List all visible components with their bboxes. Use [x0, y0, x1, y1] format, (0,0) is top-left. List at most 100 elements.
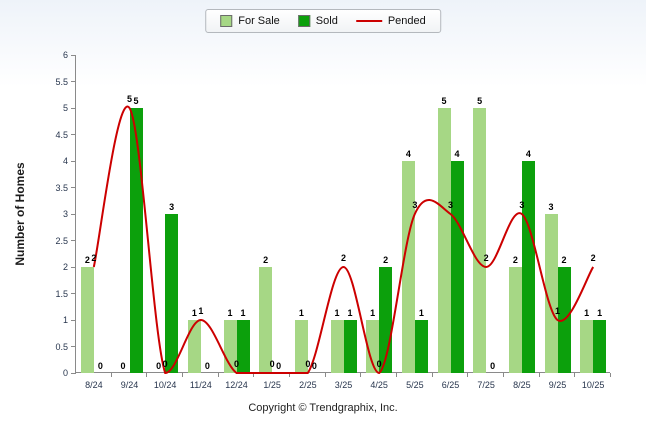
label-sold: 2 — [383, 255, 389, 265]
y-tick-label: 4 — [62, 156, 68, 166]
label-sold: 1 — [240, 308, 246, 318]
label-for-sale: 4 — [405, 149, 411, 159]
label-sold: 2 — [561, 255, 567, 265]
x-tick-label: 8/24 — [85, 380, 103, 390]
label-sold: 4 — [454, 149, 460, 159]
label-for-sale: 3 — [548, 202, 554, 212]
x-tick — [325, 373, 326, 377]
y-tick — [71, 213, 76, 215]
x-tick-label: 4/25 — [370, 380, 388, 390]
label-for-sale: 5 — [441, 96, 447, 106]
x-tick — [467, 373, 468, 377]
x-tick-label: 3/25 — [334, 380, 353, 390]
label-pended: 2 — [91, 253, 97, 263]
label-for-sale: 2 — [512, 255, 518, 265]
label-for-sale: 1 — [298, 308, 304, 318]
x-tick-label: 9/25 — [548, 380, 567, 390]
bar-sold — [414, 320, 428, 373]
bar-sold — [557, 267, 571, 373]
label-sold: 4 — [525, 149, 531, 159]
label-sold: 5 — [133, 96, 139, 106]
y-tick — [71, 319, 76, 321]
label-pended: 1 — [554, 306, 560, 316]
chart: Number of Homes 6 5.5 5 4.5 4 3.5 3 2.5 2 1.5 1 0.5… — [13, 50, 611, 390]
x-tick — [574, 373, 575, 377]
label-pended: 3 — [447, 200, 453, 210]
bar-sold — [165, 214, 179, 373]
label-for-sale: 2 — [84, 255, 90, 265]
label-pended: 0 — [162, 359, 168, 369]
label-pended: 2 — [340, 253, 346, 263]
bar-for-sale — [401, 161, 415, 373]
pended-line-swatch-icon — [355, 20, 382, 22]
label-for-sale: 1 — [370, 308, 376, 318]
legend-item-for-sale: For Sale — [220, 15, 280, 27]
bar-sold — [343, 320, 357, 373]
copyright-text: Copyright © Trendgraphix, Inc. — [248, 402, 398, 414]
x-tick-label: 7/25 — [477, 380, 495, 390]
y-tick-label: 2.5 — [55, 235, 68, 246]
y-tick-label: 5 — [62, 103, 68, 113]
label-sold: 1 — [418, 308, 424, 318]
x-tick — [289, 373, 290, 377]
y-tick-label: 0.5 — [55, 341, 68, 352]
y-tick — [71, 372, 76, 374]
bar-sold — [450, 161, 464, 373]
bar-for-sale — [330, 320, 344, 373]
x-tick-label: 11/24 — [189, 380, 212, 390]
label-sold: 3 — [169, 202, 175, 212]
bar-sold — [593, 320, 607, 373]
x-tick — [432, 373, 433, 377]
bar-for-sale — [508, 267, 522, 373]
bar-for-sale — [580, 320, 594, 373]
y-tick-label: 4.5 — [55, 129, 68, 140]
bar-for-sale — [473, 108, 487, 373]
y-tick-label: 1 — [62, 315, 68, 325]
label-pended: 5 — [126, 94, 132, 104]
legend-label-for-sale: For Sale — [238, 15, 280, 27]
label-sold: 0 — [204, 361, 210, 371]
x-tick — [218, 373, 219, 377]
x-tick-label: 1/25 — [263, 380, 281, 390]
label-pended: 0 — [376, 359, 382, 369]
label-pended: 3 — [519, 200, 525, 210]
label-sold: 1 — [347, 308, 353, 318]
label-pended: 0 — [233, 359, 239, 369]
label-pended: 0 — [269, 359, 275, 369]
legend-label-sold: Sold — [315, 15, 338, 27]
y-tick-label: 0 — [62, 368, 68, 378]
bar-sold — [379, 267, 393, 373]
x-tick — [111, 373, 112, 377]
y-tick — [71, 266, 76, 268]
label-pended: 3 — [412, 200, 418, 210]
legend: For Sale Sold Pended — [205, 9, 441, 33]
x-tick-label: 10/25 — [581, 380, 605, 390]
for-sale-swatch-icon — [220, 15, 233, 27]
x-tick — [253, 373, 254, 377]
y-tick — [71, 81, 76, 82]
y-tick — [71, 240, 76, 241]
y-axis-title: Number of Homes — [13, 162, 27, 266]
label-sold: 0 — [97, 361, 103, 371]
label-for-sale: 2 — [263, 255, 269, 265]
label-pended: 2 — [590, 253, 596, 263]
label-sold: 0 — [490, 361, 496, 371]
legend-item-sold: Sold — [297, 15, 338, 27]
x-tick — [182, 373, 183, 377]
bar-for-sale — [80, 267, 94, 373]
legend-item-pended: Pended — [355, 15, 426, 27]
y-tick — [71, 107, 76, 109]
label-for-sale: 5 — [477, 96, 483, 106]
x-tick-label: 8/25 — [513, 380, 531, 390]
y-tick — [71, 160, 76, 162]
y-tick — [71, 346, 76, 347]
x-tick-label: 12/24 — [225, 380, 248, 390]
label-pended: 1 — [198, 306, 204, 316]
x-tick — [146, 373, 147, 377]
x-tick — [503, 373, 504, 377]
y-tick — [71, 293, 76, 294]
x-tick-label: 5/25 — [406, 380, 424, 390]
y-tick-label: 6 — [62, 50, 68, 60]
y-tick-label: 5.5 — [55, 76, 68, 87]
